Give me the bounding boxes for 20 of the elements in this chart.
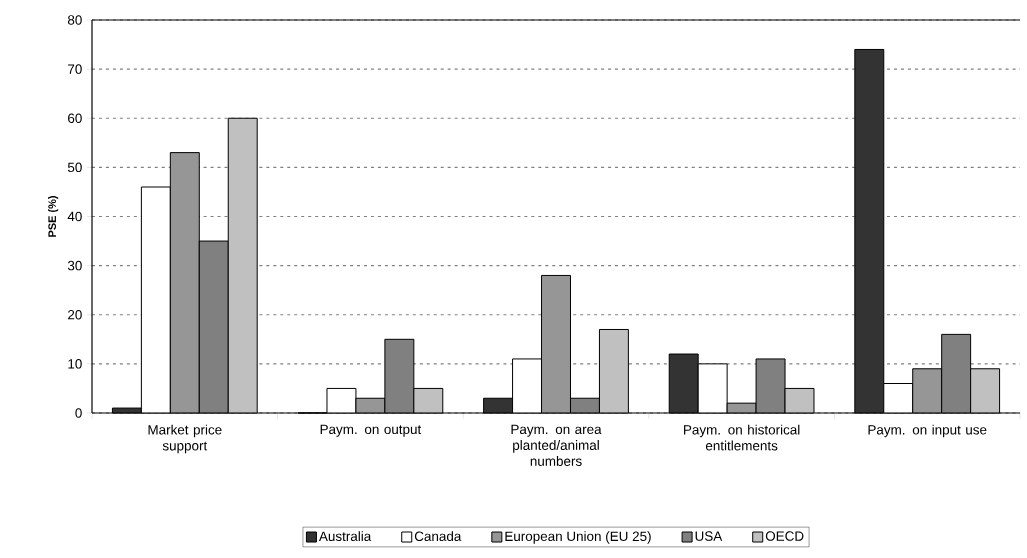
legend-label: OECD	[765, 531, 804, 541]
y-tick-label: 40	[67, 211, 82, 222]
legend-label: European Union (EU 25)	[505, 531, 651, 544]
y-tick-label: 20	[68, 309, 82, 320]
y-tick-label: 50	[67, 162, 82, 173]
legend-label: Australia	[318, 531, 372, 542]
x-tick-label: Paym. on area planted/animal numbers	[511, 424, 602, 466]
y-axis-title: PSE (%)	[47, 196, 59, 237]
x-tick-label: Paym. on output	[320, 424, 422, 437]
legend-label: Canada	[414, 531, 462, 542]
y-tick-label: 80	[67, 15, 82, 25]
y-tick-label: 70	[68, 64, 82, 74]
x-tick-label: Market price support	[148, 424, 222, 454]
legend-label: USA	[695, 531, 723, 541]
y-tick-label: 30	[67, 260, 82, 271]
x-tick-label: Paym. on input use	[868, 424, 987, 438]
y-tick-label: 0	[75, 408, 82, 418]
y-tick-label: 10	[68, 359, 82, 369]
y-tick-label: 60	[68, 113, 82, 123]
x-tick-label: Paym. on historical entitlements	[684, 424, 800, 451]
